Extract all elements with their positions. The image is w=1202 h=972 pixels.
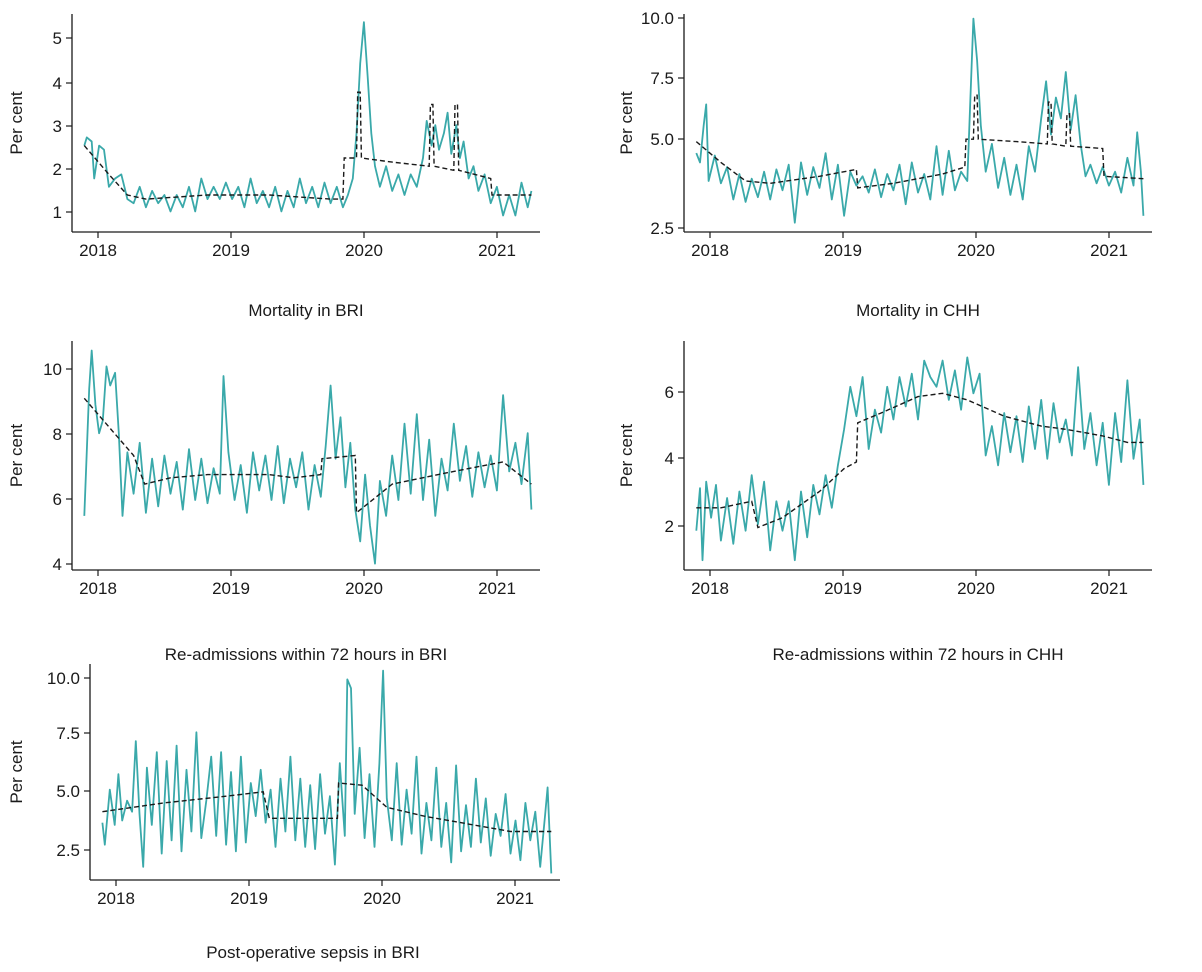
y-axis-label: Per cent [617, 424, 636, 488]
x-tick-label: 2021 [478, 579, 516, 598]
x-tick-label: 2020 [363, 889, 401, 908]
y-tick-label: 5.0 [650, 130, 674, 149]
x-tick-label: 2019 [824, 579, 862, 598]
x-tick-label: 2020 [957, 579, 995, 598]
y-tick-label: 1 [53, 203, 62, 222]
x-tick-label: 2019 [212, 241, 250, 260]
y-tick-label: 2 [665, 517, 674, 536]
y-tick-label: 10.0 [641, 9, 674, 28]
x-tick-label: 2021 [496, 889, 534, 908]
y-tick-label: 4 [665, 449, 674, 468]
y-tick-label: 6 [665, 383, 674, 402]
x-tick-label: 2020 [345, 241, 383, 260]
x-tick-label: 2020 [957, 241, 995, 260]
fitted-series-line [83, 397, 532, 515]
y-tick-label: 7.5 [650, 69, 674, 88]
y-tick-label: 5.0 [56, 782, 80, 801]
y-axis-label: Per cent [7, 424, 26, 488]
x-axis-label: Re-admissions within 72 hours in CHH [772, 645, 1063, 664]
chart-panel-3: 2018 2019 2020 2021 4 6 8 10 Per cent Re-admissio… [7, 341, 540, 664]
chart-panel-4: 2018 2019 2020 2021 2 4 6 Per cent Re-admissions… [617, 341, 1152, 664]
x-tick-label: 2021 [1090, 579, 1128, 598]
fitted-series-line [696, 392, 1144, 529]
x-axis-label: Mortality in CHH [856, 301, 980, 320]
observed-series-line [695, 356, 1145, 562]
x-tick-label: 2019 [230, 889, 268, 908]
y-axis-label: Per cent [617, 91, 636, 155]
x-tick-label: 2020 [345, 579, 383, 598]
x-tick-label: 2018 [691, 241, 729, 260]
y-tick-label: 8 [53, 425, 62, 444]
y-axis-label: Per cent [7, 740, 26, 804]
y-tick-label: 4 [53, 555, 62, 574]
y-tick-label: 6 [53, 490, 62, 509]
chart-panel-2: 2018 2019 2020 2021 2.5 5.0 7.5 10.0 Per cent Mor… [617, 9, 1152, 320]
y-tick-label: 7.5 [56, 724, 80, 743]
x-axis-label: Mortality in BRI [248, 301, 363, 320]
x-tick-label: 2021 [1090, 241, 1128, 260]
x-tick-label: 2019 [212, 579, 250, 598]
observed-series-line [83, 349, 533, 565]
x-axis-label: Post-operative sepsis in BRI [206, 943, 420, 962]
x-tick-label: 2018 [79, 579, 117, 598]
chart-panel-5: 2018 2019 2020 2021 2.5 5.0 7.5 10.0 Per cent Pos… [7, 664, 560, 962]
fitted-series-line [83, 91, 532, 200]
y-tick-label: 4 [53, 74, 62, 93]
observed-series-line [83, 21, 533, 217]
y-tick-label: 5 [53, 29, 62, 48]
y-tick-label: 2.5 [56, 841, 80, 860]
y-axis-label: Per cent [7, 91, 26, 155]
observed-series-line [695, 17, 1145, 224]
y-tick-label: 10.0 [47, 669, 80, 688]
x-tick-label: 2019 [824, 241, 862, 260]
fitted-series-line [695, 94, 1144, 189]
y-tick-label: 3 [53, 117, 62, 136]
y-tick-label: 2 [53, 160, 62, 179]
x-tick-label: 2018 [691, 579, 729, 598]
x-axis-label: Re-admissions within 72 hours in BRI [165, 645, 448, 664]
x-tick-label: 2018 [97, 889, 135, 908]
chart-panel-1: 2018 2019 2020 2021 1 2 3 4 5 Per cent Mortality i… [7, 14, 540, 320]
x-tick-label: 2018 [79, 241, 117, 260]
y-tick-label: 10 [43, 360, 62, 379]
y-tick-label: 2.5 [650, 219, 674, 238]
x-tick-label: 2021 [478, 241, 516, 260]
observed-series-line [101, 669, 553, 874]
fitted-series-line [102, 782, 552, 833]
